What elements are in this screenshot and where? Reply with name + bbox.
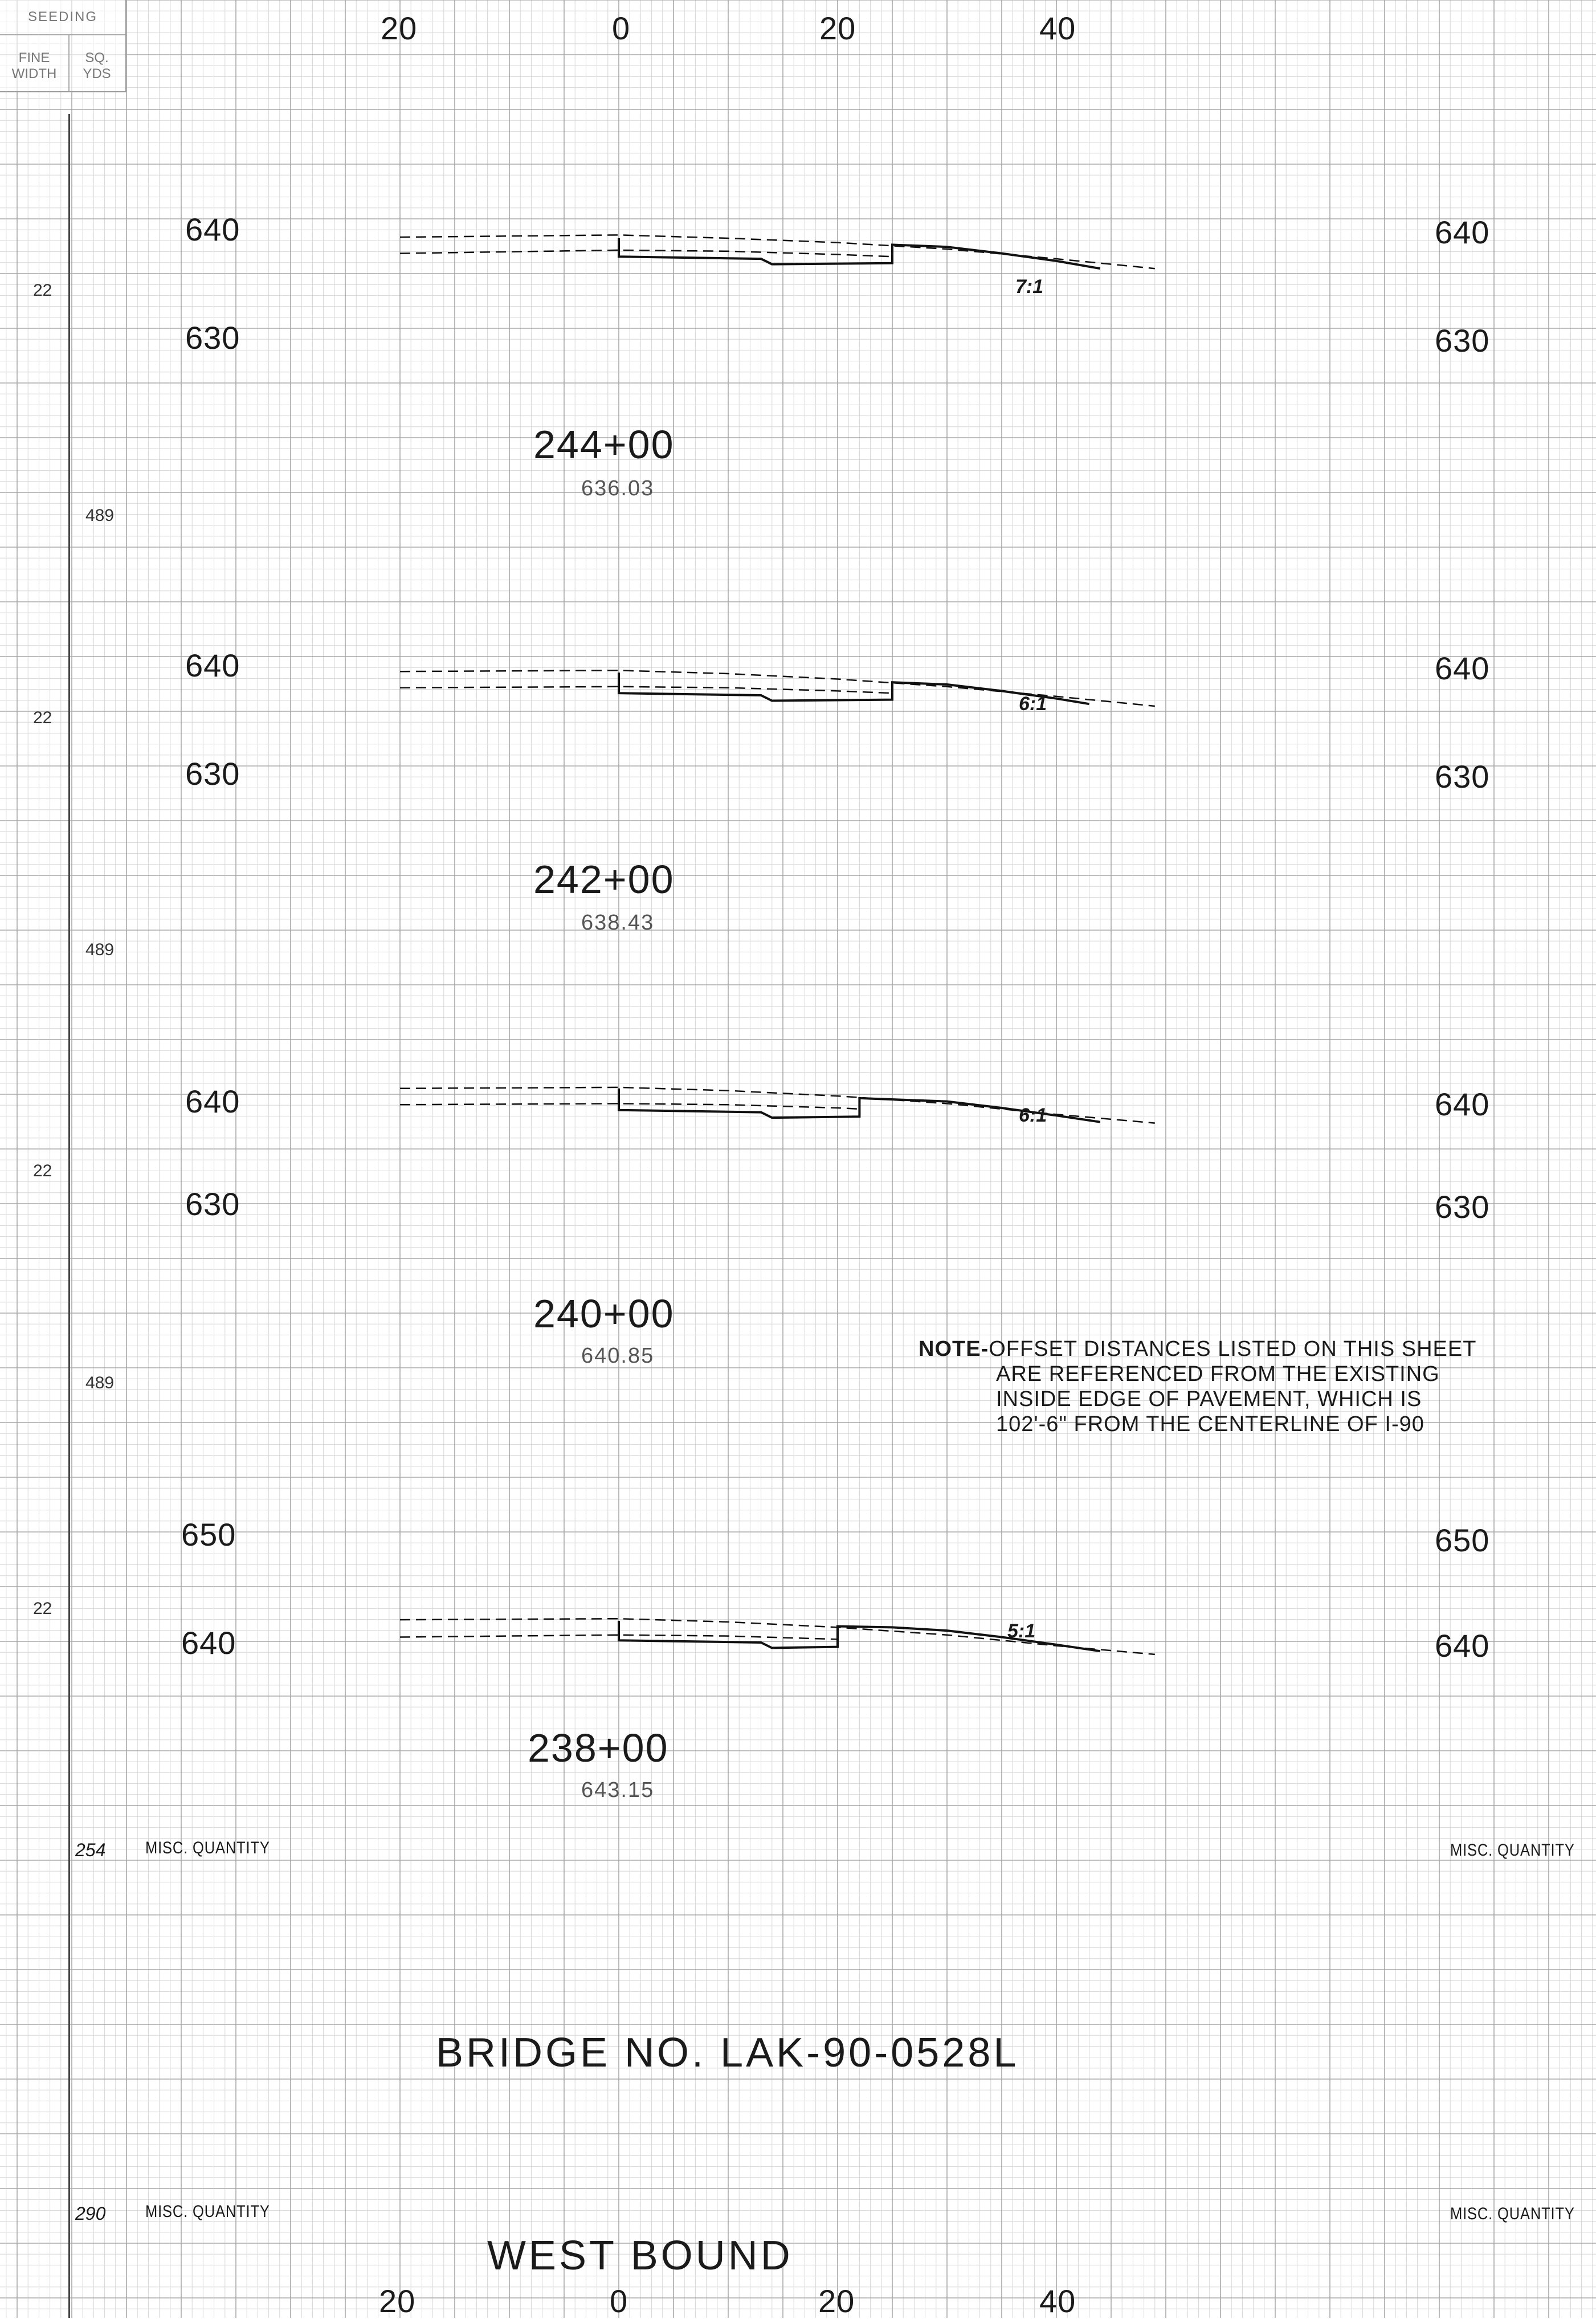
seeding-header-title: SEEDING xyxy=(0,0,125,35)
elevation-label-upper: 650 xyxy=(181,1517,236,1552)
seeding-header-box: SEEDING FINE WIDTH SQ. YDS xyxy=(0,0,126,92)
bottom-offset-label: 20 xyxy=(379,2283,416,2319)
proposed-section-line xyxy=(618,1621,1101,1653)
grade-elevation-label: 636.03 xyxy=(581,476,655,500)
misc-row-number: 254 xyxy=(75,1840,106,1860)
top-offset-label: 20 xyxy=(381,10,418,46)
grade-elevation-label: 640.85 xyxy=(581,1344,655,1368)
direction-title: WEST BOUND xyxy=(487,2233,793,2279)
elevation-label-upper: 640 xyxy=(185,647,240,683)
existing-ground-line-lower xyxy=(399,249,893,258)
misc-quantity-label-right: MISC. QUANTITY xyxy=(1450,1841,1575,1860)
top-offset-label: 20 xyxy=(819,10,856,46)
side-width-value: 22 xyxy=(33,281,52,300)
bridge-title: BRIDGE NO. LAK-90-0528L xyxy=(436,2030,1019,2076)
existing-ground-line xyxy=(399,234,1155,270)
elevation-label-upper-right: 650 xyxy=(1435,1522,1490,1558)
elevation-label-upper: 640 xyxy=(185,211,240,247)
note-label: NOTE- xyxy=(919,1337,989,1361)
slope-ratio-label: 7:1 xyxy=(1015,276,1044,297)
station-label: 238+00 xyxy=(528,1726,669,1770)
side-width-value: 22 xyxy=(33,1161,52,1180)
elevation-label-lower: 630 xyxy=(185,1186,240,1222)
top-offset-label: 0 xyxy=(612,10,631,46)
elevation-label-lower: 640 xyxy=(181,1625,236,1661)
proposed-section-line xyxy=(618,238,1101,270)
station-label: 242+00 xyxy=(533,857,675,902)
elevation-label-upper: 640 xyxy=(185,1083,240,1119)
station-label: 244+00 xyxy=(533,422,675,467)
bottom-offset-label: 20 xyxy=(818,2283,855,2319)
left-margin-rule xyxy=(68,114,70,2318)
proposed-section-line xyxy=(618,673,1089,706)
elevation-label-lower-right: 630 xyxy=(1435,759,1490,794)
side-width-value: 22 xyxy=(33,708,52,727)
elevation-label-upper-right: 640 xyxy=(1435,1086,1490,1122)
note-line: OFFSET DISTANCES LISTED ON THIS SHEET xyxy=(989,1337,1477,1361)
elevation-label-lower-right: 630 xyxy=(1435,323,1490,358)
misc-quantity-label-left: MISC. QUANTITY xyxy=(145,2202,270,2221)
misc-row-number: 290 xyxy=(75,2203,106,2224)
note-line: 102'-6" FROM THE CENTERLINE OF I-90 xyxy=(996,1412,1424,1436)
side-width-value: 22 xyxy=(33,1599,52,1618)
elevation-label-lower-right: 640 xyxy=(1435,1628,1490,1664)
misc-quantity-label-right: MISC. QUANTITY xyxy=(1450,2204,1575,2223)
elevation-label-upper-right: 640 xyxy=(1435,650,1490,686)
station-label: 240+00 xyxy=(533,1291,675,1336)
existing-ground-line-lower xyxy=(399,686,893,694)
header-col-sqyds: SQ. YDS xyxy=(83,50,111,81)
cross-section-profiles xyxy=(399,234,1155,1656)
bottom-offset-label: 40 xyxy=(1039,2283,1076,2319)
side-quantity-value: 489 xyxy=(85,506,115,525)
offset-note: NOTE-OFFSET DISTANCES LISTED ON THIS SHE… xyxy=(919,1336,1476,1437)
grade-elevation-label: 638.43 xyxy=(581,911,655,935)
side-quantity-value: 489 xyxy=(85,1374,115,1392)
note-line: ARE REFERENCED FROM THE EXISTING xyxy=(996,1362,1440,1386)
header-col-width: FINE WIDTH xyxy=(11,50,57,81)
elevation-label-upper-right: 640 xyxy=(1435,214,1490,250)
elevation-label-lower: 630 xyxy=(185,756,240,792)
slope-ratio-label: 6:1 xyxy=(1019,1105,1047,1126)
slope-ratio-label: 5:1 xyxy=(1007,1620,1036,1642)
existing-ground-line xyxy=(399,670,1155,707)
misc-quantity-label-left: MISC. QUANTITY xyxy=(145,1839,270,1857)
bottom-offset-label: 0 xyxy=(610,2283,628,2319)
side-quantity-value: 489 xyxy=(85,940,115,959)
note-line: INSIDE EDGE OF PAVEMENT, WHICH IS xyxy=(996,1387,1422,1411)
existing-ground-line-lower xyxy=(399,1103,860,1110)
top-offset-label: 40 xyxy=(1039,10,1076,46)
grade-elevation-label: 643.15 xyxy=(581,1778,655,1802)
proposed-section-line xyxy=(618,1088,1101,1123)
slope-ratio-label: 6:1 xyxy=(1019,693,1047,715)
elevation-label-lower: 630 xyxy=(185,320,240,356)
header-divider xyxy=(68,34,70,91)
elevation-label-lower-right: 630 xyxy=(1435,1189,1490,1225)
